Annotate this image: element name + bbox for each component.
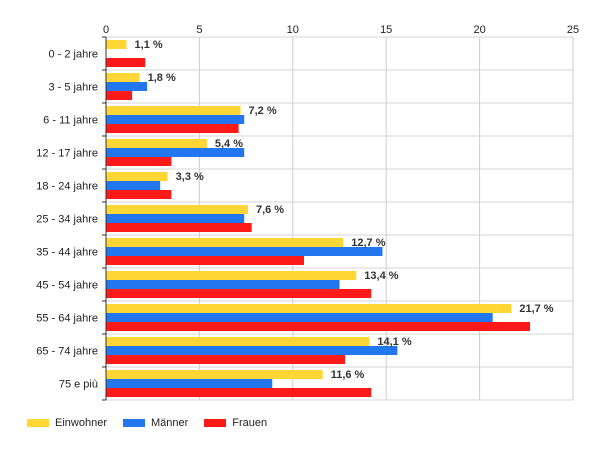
bar-einwohner-2 bbox=[106, 106, 241, 115]
bar-mnner-6 bbox=[106, 247, 383, 256]
bar-frauen-7 bbox=[106, 289, 372, 298]
bar-einwohner-0 bbox=[106, 40, 127, 49]
bar-einwohner-3 bbox=[106, 139, 207, 148]
x-tick-label-3: 15 bbox=[380, 24, 392, 36]
category-label-10: 75 e più bbox=[59, 379, 98, 391]
data-label-4: 3,3 % bbox=[176, 171, 204, 183]
bar-mnner-2 bbox=[106, 115, 245, 124]
category-label-6: 35 - 44 jahre bbox=[36, 247, 98, 259]
bar-mnner-4 bbox=[106, 181, 161, 190]
data-labels: 1,1 % 1,8 % 7,2 % 5,4 % 3,3 % 7,6 % 12,7 % 13,4… bbox=[135, 39, 554, 381]
category-label-5: 25 - 34 jahre bbox=[36, 214, 98, 226]
x-axis-ticks: 0 5 10 15 20 25 bbox=[103, 24, 579, 36]
bar-frauen-6 bbox=[106, 256, 305, 265]
bar-frauen-4 bbox=[106, 190, 172, 199]
data-label-6: 12,7 % bbox=[351, 237, 385, 249]
bar-mnner-3 bbox=[106, 148, 245, 157]
category-label-3: 12 - 17 jahre bbox=[36, 148, 98, 160]
bar-frauen-8 bbox=[106, 322, 531, 331]
bar-mnner-10 bbox=[106, 379, 273, 388]
bar-frauen-5 bbox=[106, 223, 252, 232]
data-label-0: 1,1 % bbox=[135, 39, 163, 51]
bar-frauen-1 bbox=[106, 91, 133, 100]
data-label-7: 13,4 % bbox=[364, 270, 398, 282]
bar-einwohner-9 bbox=[106, 337, 370, 346]
x-tick-label-5: 25 bbox=[567, 24, 579, 36]
bar-einwohner-1 bbox=[106, 73, 140, 82]
legend-swatch-maenner bbox=[122, 419, 145, 427]
bar-mnner-9 bbox=[106, 346, 398, 355]
bar-frauen-9 bbox=[106, 355, 346, 364]
data-label-1: 1,8 % bbox=[148, 72, 176, 84]
bar-frauen-3 bbox=[106, 157, 172, 166]
category-label-7: 45 - 54 jahre bbox=[36, 280, 98, 292]
bar-frauen-10 bbox=[106, 388, 372, 397]
bar-mnner-5 bbox=[106, 214, 245, 223]
bar-einwohner-5 bbox=[106, 205, 248, 214]
data-label-2: 7,2 % bbox=[248, 105, 276, 117]
legend-item-maenner: Männer bbox=[122, 417, 189, 429]
data-label-3: 5,4 % bbox=[215, 138, 243, 150]
legend-item-frauen: Frauen bbox=[204, 417, 267, 429]
legend-swatch-einwohner bbox=[27, 419, 49, 427]
legend: Einwohner Männer Frauen bbox=[27, 417, 283, 429]
category-label-9: 65 - 74 jahre bbox=[36, 346, 98, 358]
data-label-10: 11,6 % bbox=[331, 369, 365, 381]
category-label-1: 3 - 5 jahre bbox=[48, 82, 98, 94]
bar-einwohner-8 bbox=[106, 304, 512, 313]
grid-lines bbox=[105, 36, 574, 401]
legend-item-einwohner: Einwohner bbox=[27, 417, 107, 429]
y-axis-categories: 0 - 2 jahre 3 - 5 jahre 6 - 11 jahre 12 - 1… bbox=[36, 49, 98, 391]
bar-einwohner-4 bbox=[106, 172, 168, 181]
bar-einwohner-6 bbox=[106, 238, 344, 247]
bar-frauen-0 bbox=[106, 58, 146, 67]
category-label-4: 18 - 24 jahre bbox=[36, 181, 98, 193]
bar-mnner-7 bbox=[106, 280, 340, 289]
bar-mnner-1 bbox=[106, 82, 148, 91]
bar-frauen-2 bbox=[106, 124, 239, 133]
axes bbox=[102, 36, 107, 401]
x-tick-label-1: 5 bbox=[196, 24, 202, 36]
bar-einwohner-10 bbox=[106, 370, 323, 379]
bar-einwohner-7 bbox=[106, 271, 357, 280]
data-label-5: 7,6 % bbox=[256, 204, 284, 216]
category-label-2: 6 - 11 jahre bbox=[43, 115, 98, 127]
x-tick-label-4: 20 bbox=[473, 24, 485, 36]
category-label-0: 0 - 2 jahre bbox=[48, 49, 98, 61]
data-label-8: 21,7 % bbox=[519, 303, 553, 315]
legend-swatch-frauen bbox=[204, 419, 227, 427]
bars bbox=[106, 40, 531, 397]
category-label-8: 55 - 64 jahre bbox=[36, 313, 98, 325]
bar-mnner-8 bbox=[106, 313, 493, 322]
x-tick-label-2: 10 bbox=[287, 24, 299, 36]
legend-label-einwohner: Einwohner bbox=[55, 417, 107, 429]
legend-label-maenner: Männer bbox=[150, 417, 189, 429]
x-tick-label-0: 0 bbox=[103, 24, 109, 36]
data-label-9: 14,1 % bbox=[377, 336, 411, 348]
legend-label-frauen: Frauen bbox=[232, 417, 268, 429]
